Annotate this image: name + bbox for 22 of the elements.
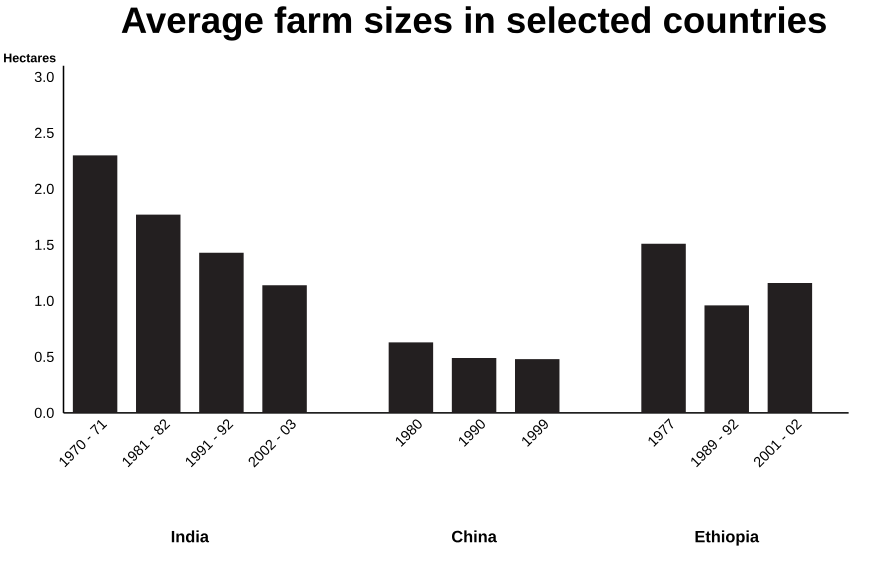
bar [768, 283, 812, 414]
text: Ethiopia [696, 530, 760, 546]
y-tick-label: 1.0 [35, 296, 54, 306]
y-tick-label: 2.0 [34, 184, 54, 194]
y-tick-label: 1.5 [35, 240, 54, 250]
bar [704, 306, 749, 414]
bar [72, 156, 118, 414]
bar [199, 252, 244, 414]
bar [136, 214, 180, 414]
y-tick-label: 3.0 [34, 72, 54, 82]
bar [514, 359, 560, 414]
y-tick-label: 0.0 [34, 408, 54, 418]
chart-title: Average farm sizes in selected countries [122, 6, 826, 41]
bar [641, 244, 686, 414]
bar [388, 342, 434, 414]
y-tick-label: 0.5 [34, 352, 54, 362]
text: India [172, 530, 210, 543]
y-tick-label: 2.5 [34, 128, 54, 138]
bar [452, 358, 496, 414]
y-axis-title: Hectares [4, 54, 56, 63]
text: China [452, 530, 497, 543]
bar [262, 285, 307, 414]
